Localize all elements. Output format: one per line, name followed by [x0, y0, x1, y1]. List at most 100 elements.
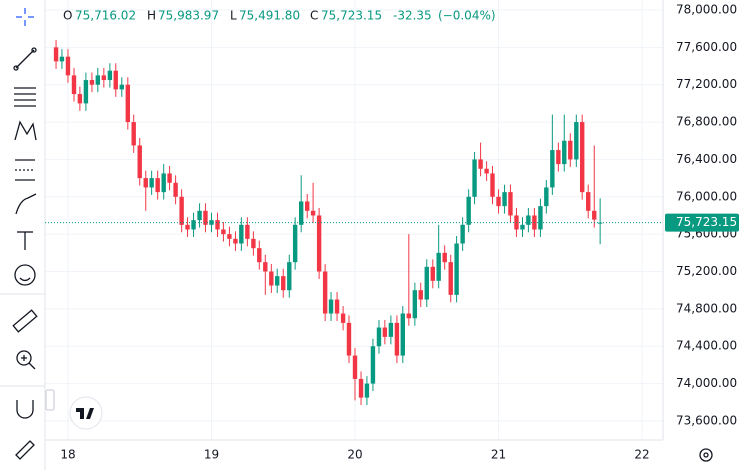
candle-body: [328, 299, 334, 314]
candle-body: [137, 145, 142, 179]
candle-body: [520, 224, 525, 230]
candle-body: [430, 266, 435, 281]
candle-body: [95, 75, 101, 85]
candle-body: [340, 313, 346, 323]
y-tick-label: 75,200.00: [676, 264, 737, 278]
candle-body: [239, 224, 244, 244]
legend-high-label: H: [147, 9, 156, 23]
candle-body: [227, 234, 232, 239]
last-price-tag: [665, 213, 739, 232]
candle-body: [316, 215, 322, 272]
ruler-tool[interactable]: [12, 309, 38, 333]
candle-body: [526, 215, 531, 225]
candle-body: [191, 220, 196, 230]
last-price-label: 75,723.15: [676, 215, 737, 229]
candle-body: [113, 70, 118, 90]
candle-body: [119, 84, 124, 90]
candle-body: [179, 196, 184, 225]
candle-body: [257, 248, 262, 263]
candle-body: [406, 313, 412, 319]
candle-body: [586, 192, 591, 211]
trend-line-tool[interactable]: [13, 47, 37, 71]
crosshair-tool[interactable]: [16, 8, 34, 26]
candle-body: [376, 327, 382, 347]
candle-body: [221, 229, 226, 235]
emoji-tool[interactable]: [14, 264, 36, 286]
candle-body: [556, 150, 561, 165]
candle-body: [346, 322, 352, 356]
candle-body: [550, 150, 555, 188]
candle-body: [382, 327, 388, 337]
candle-body: [71, 75, 77, 95]
candle-body: [161, 173, 166, 193]
candle-body: [209, 220, 214, 225]
fib-tool[interactable]: [14, 87, 36, 107]
candle-body: [466, 196, 471, 225]
candle-body: [125, 84, 131, 123]
x-tick-label: 20: [347, 448, 362, 462]
candle-body: [352, 355, 358, 379]
legend-change-pct: (−0.04%): [438, 9, 496, 23]
candle-body: [281, 276, 286, 291]
candle-body: [334, 299, 340, 314]
settings-button[interactable]: [699, 448, 713, 462]
legend-open: 75,716.02: [75, 9, 136, 23]
candle-body: [233, 238, 238, 244]
candle-body: [263, 262, 268, 272]
forecast-tool[interactable]: [15, 159, 35, 181]
candle-body: [400, 313, 405, 356]
candle-body: [472, 159, 477, 197]
y-tick-label: 74,400.00: [676, 339, 737, 353]
candle-body: [370, 346, 376, 384]
candle-body: [143, 178, 148, 188]
candle-body: [149, 178, 154, 188]
candle-body: [197, 210, 202, 221]
candle-body: [275, 276, 280, 286]
y-tick-label: 76,000.00: [676, 189, 737, 203]
y-tick-label: 77,600.00: [676, 40, 737, 54]
x-tick-label: 18: [60, 448, 75, 462]
text-tool[interactable]: [17, 231, 33, 250]
candle-body: [292, 224, 298, 263]
legend-close-label: C: [310, 9, 318, 23]
candle-body: [412, 290, 418, 319]
y-tick-label: 76,800.00: [676, 115, 737, 129]
candle-body: [418, 290, 423, 300]
candle-body: [107, 70, 113, 81]
brush-tool[interactable]: [15, 193, 37, 215]
candle-body: [167, 173, 172, 183]
candle-body: [448, 262, 453, 295]
candle-body: [53, 47, 59, 62]
candle-body: [77, 94, 83, 104]
candle-body: [131, 122, 136, 146]
y-tick-label: 77,200.00: [676, 77, 737, 91]
candle-body: [155, 178, 160, 193]
candle-body: [203, 210, 208, 225]
candle-body: [364, 383, 370, 398]
magnet-tool[interactable]: [16, 400, 34, 419]
candle-body: [89, 80, 95, 85]
candle-body: [508, 192, 513, 216]
candle-body: [478, 159, 483, 169]
legend-close: 75,723.15: [321, 9, 382, 23]
candle-body: [251, 238, 256, 249]
zoom-tool[interactable]: [16, 350, 36, 370]
candle-body: [287, 262, 292, 291]
candle-body: [436, 252, 441, 281]
legend-open-label: O: [63, 9, 72, 23]
candle-body: [173, 182, 178, 197]
legend-low-label: L: [230, 9, 237, 23]
candle-body: [215, 220, 220, 230]
y-tick-label: 78,000.00: [676, 2, 737, 16]
logo[interactable]: [69, 396, 103, 430]
pattern-tool[interactable]: [14, 120, 37, 141]
candle-body: [185, 224, 190, 230]
candle-body: [490, 173, 495, 197]
x-tick-label: 22: [634, 448, 649, 462]
collapse-button[interactable]: [45, 389, 55, 411]
candle-body: [59, 56, 65, 62]
candle-body: [394, 322, 400, 356]
candle-body: [305, 201, 310, 211]
lock-tool[interactable]: [15, 440, 35, 460]
